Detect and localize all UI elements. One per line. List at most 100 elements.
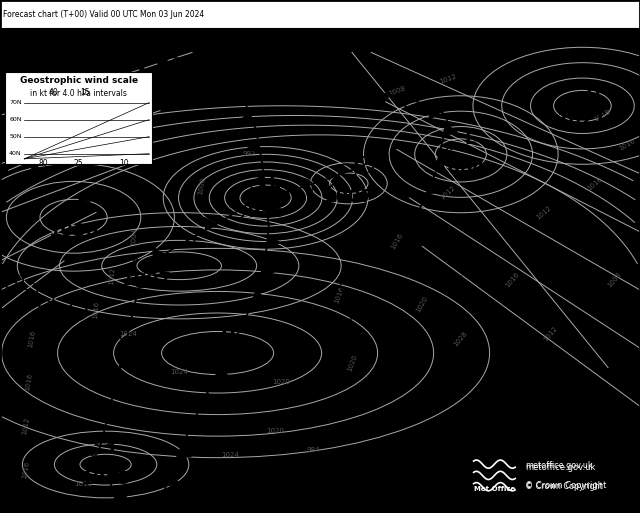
Text: 1008: 1008 — [606, 271, 623, 289]
Polygon shape — [132, 58, 146, 72]
Text: 1016: 1016 — [586, 175, 604, 191]
Text: 40N: 40N — [9, 151, 22, 156]
Polygon shape — [155, 57, 169, 70]
Text: 992: 992 — [243, 151, 256, 157]
Polygon shape — [113, 493, 127, 504]
Polygon shape — [74, 106, 88, 116]
Text: in kt for 4.0 hPa intervals: in kt for 4.0 hPa intervals — [30, 89, 127, 98]
Polygon shape — [444, 125, 458, 135]
Polygon shape — [215, 367, 229, 378]
Polygon shape — [166, 475, 180, 486]
Text: 1018: 1018 — [592, 108, 611, 123]
Bar — [0, 0, 640, 28]
Text: 1028: 1028 — [452, 330, 469, 347]
Text: © Crown Copyright: © Crown Copyright — [525, 482, 602, 491]
Polygon shape — [115, 64, 128, 77]
Text: 1024: 1024 — [170, 369, 188, 376]
Polygon shape — [252, 291, 267, 302]
Text: 1007: 1007 — [122, 271, 172, 289]
Text: 1016: 1016 — [618, 137, 637, 152]
Polygon shape — [378, 92, 390, 105]
Polygon shape — [239, 112, 253, 123]
Polygon shape — [437, 153, 451, 165]
Text: H: H — [586, 82, 600, 100]
Text: H: H — [221, 329, 236, 347]
Polygon shape — [267, 236, 280, 247]
Text: 1012: 1012 — [535, 204, 553, 221]
Text: 1016: 1016 — [28, 329, 36, 348]
Bar — [467, 447, 635, 503]
Text: 1030: 1030 — [49, 223, 99, 241]
Text: 1016: 1016 — [333, 285, 345, 304]
Polygon shape — [42, 145, 57, 156]
Text: 984: 984 — [307, 447, 320, 453]
Polygon shape — [108, 471, 122, 482]
Polygon shape — [177, 58, 191, 72]
Text: 986: 986 — [247, 203, 284, 221]
Text: Forecast chart (T+00) Valid 00 UTC Mon 03 Jun 2024: Forecast chart (T+00) Valid 00 UTC Mon 0… — [3, 10, 204, 18]
Text: 1015: 1015 — [81, 470, 131, 488]
Text: 1020: 1020 — [415, 295, 429, 314]
Text: 25: 25 — [74, 159, 84, 168]
Text: 1024: 1024 — [221, 452, 239, 458]
Text: metoffice.gov.uk: metoffice.gov.uk — [525, 461, 593, 470]
Text: 80: 80 — [38, 159, 49, 168]
Text: 15: 15 — [80, 89, 90, 97]
Polygon shape — [153, 248, 165, 261]
Text: 40: 40 — [48, 89, 58, 97]
Text: 1008: 1008 — [387, 85, 406, 97]
Text: 1016: 1016 — [74, 481, 92, 487]
Polygon shape — [177, 447, 191, 458]
Polygon shape — [246, 142, 260, 152]
Text: 1012: 1012 — [438, 73, 458, 85]
Text: L: L — [150, 242, 162, 260]
Text: 1016: 1016 — [21, 460, 30, 479]
Text: 1004: 1004 — [131, 227, 138, 246]
Polygon shape — [189, 419, 204, 430]
Polygon shape — [241, 318, 255, 328]
Text: L: L — [109, 440, 120, 459]
Text: 1021: 1021 — [557, 111, 607, 129]
Text: 1020: 1020 — [266, 428, 284, 433]
Polygon shape — [429, 107, 441, 120]
Bar — [5, 72, 152, 164]
Polygon shape — [250, 191, 262, 204]
Text: L: L — [464, 130, 476, 148]
Text: L: L — [269, 174, 280, 192]
Text: 1007: 1007 — [324, 188, 374, 206]
Text: 1016: 1016 — [92, 300, 100, 319]
Polygon shape — [426, 183, 441, 193]
Text: 1034: 1034 — [193, 358, 243, 376]
Text: 1012: 1012 — [21, 417, 30, 435]
Polygon shape — [332, 89, 344, 102]
Text: 1024: 1024 — [119, 331, 137, 337]
Text: 1000: 1000 — [197, 176, 206, 195]
Text: 1020: 1020 — [346, 353, 358, 372]
Text: Geostrophic wind scale: Geostrophic wind scale — [20, 76, 138, 85]
Text: 1016: 1016 — [504, 271, 520, 289]
Text: 1012: 1012 — [439, 185, 457, 201]
Text: Met Office: Met Office — [474, 486, 515, 492]
Text: 1016: 1016 — [24, 373, 33, 391]
Polygon shape — [252, 175, 264, 187]
Polygon shape — [205, 218, 216, 230]
Text: metoffice.gov.uk: metoffice.gov.uk — [525, 463, 595, 471]
Polygon shape — [228, 91, 243, 102]
Polygon shape — [413, 212, 428, 223]
Text: 1004: 1004 — [436, 160, 486, 177]
Text: © Crown Copyright: © Crown Copyright — [525, 481, 606, 490]
Text: H: H — [77, 193, 92, 211]
Polygon shape — [58, 125, 73, 137]
Polygon shape — [29, 164, 44, 175]
Polygon shape — [261, 264, 275, 275]
Polygon shape — [267, 207, 280, 218]
Polygon shape — [216, 75, 230, 88]
Text: 70N: 70N — [9, 100, 22, 105]
Polygon shape — [86, 89, 100, 101]
Polygon shape — [228, 343, 242, 353]
Text: 10: 10 — [118, 159, 129, 168]
Polygon shape — [202, 392, 217, 403]
Text: 60N: 60N — [9, 117, 22, 122]
Text: 50N: 50N — [9, 134, 22, 139]
Text: 1012: 1012 — [542, 325, 559, 342]
